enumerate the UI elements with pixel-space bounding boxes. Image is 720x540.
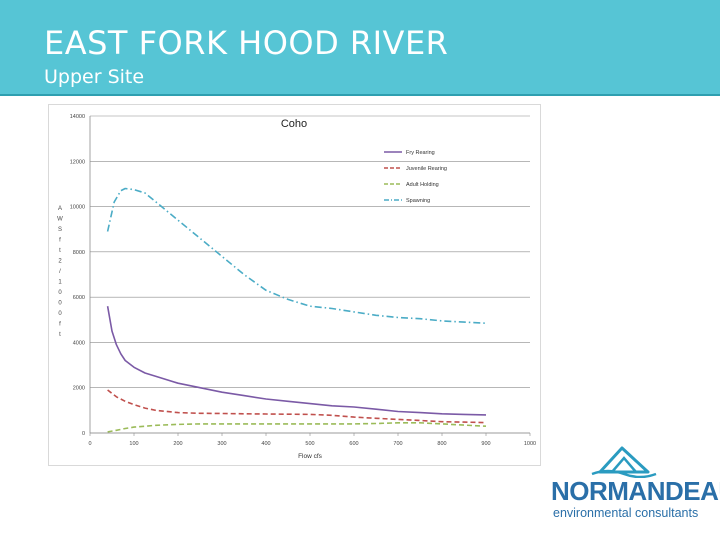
y-axis-label-char: 2 [58, 259, 62, 265]
x-tick-label: 200 [173, 441, 182, 447]
y-tick-label: 14000 [70, 114, 85, 120]
y-axis-label-char: W [57, 217, 63, 223]
legend-label: Adult Holding [406, 182, 439, 188]
x-tick-label: 700 [393, 441, 402, 447]
y-axis-label-char: f [59, 322, 61, 328]
y-tick-label: 6000 [73, 295, 85, 301]
x-tick-label: 300 [217, 441, 226, 447]
y-axis-label-char: 1 [58, 280, 62, 286]
y-tick-label: 8000 [73, 250, 85, 256]
legend: Fry Rearing Juvenile Rearing Adult Holding… [384, 150, 447, 204]
series-lines [106, 187, 487, 433]
series-line-fry-rearing [106, 306, 487, 416]
x-tick-label: 600 [349, 441, 358, 447]
y-tick-label: 0 [82, 431, 85, 437]
series-line-juvenile-rearing [107, 389, 487, 424]
y-tick-label: 12000 [70, 159, 85, 165]
legend-label: Juvenile Rearing [406, 166, 447, 172]
x-tick-label: 400 [261, 441, 270, 447]
axes [89, 116, 531, 436]
slide-subtitle: Upper Site [44, 66, 145, 88]
y-axis-label-char: / [59, 269, 61, 275]
legend-label: Fry Rearing [406, 150, 435, 156]
slide-title: EAST FORK HOOD RIVER [44, 24, 449, 62]
y-axis-label-char: t [59, 332, 61, 338]
x-tick-labels: 0 100 200 300 400 500 600 700 800 900 1000 [88, 441, 536, 447]
logo-tagline: environmental consultants [553, 506, 699, 520]
logo-name: NORMANDEAU [551, 476, 720, 506]
slide-header [0, 0, 720, 96]
x-tick-label: 0 [88, 441, 91, 447]
chart-title: Coho [281, 118, 307, 130]
y-tick-label: 4000 [73, 340, 85, 346]
header-divider [0, 94, 720, 96]
chart-background [48, 104, 541, 466]
x-tick-label: 1000 [524, 441, 536, 447]
x-tick-label: 500 [305, 441, 314, 447]
y-axis-label-char: A [58, 206, 62, 212]
x-axis-label: Flow cfs [298, 453, 323, 460]
y-axis-label-char: 0 [58, 311, 62, 317]
series-line-adult-holding [107, 421, 487, 433]
y-tick-label: 10000 [70, 205, 85, 211]
y-axis-label-char: t [59, 248, 61, 254]
normandeau-logo: NORMANDEAU environmental consultants [548, 444, 720, 528]
legend-label: Spawning [406, 198, 430, 204]
y-axis-label-char: S [58, 227, 62, 233]
x-tick-label: 800 [437, 441, 446, 447]
x-tick-label: 900 [481, 441, 490, 447]
y-axis-label-char: f [59, 238, 61, 244]
y-tick-labels: 0 2000 4000 6000 8000 10000 12000 14000 [70, 114, 85, 437]
y-axis-label-char: 0 [58, 290, 62, 296]
y-tick-label: 2000 [73, 386, 85, 392]
logo-mark-icon [591, 446, 657, 478]
chart: 0 2000 4000 6000 8000 10000 12000 14000 0 100 200… [48, 104, 542, 466]
x-tick-label: 100 [129, 441, 138, 447]
y-axis-label-char: 0 [58, 301, 62, 307]
